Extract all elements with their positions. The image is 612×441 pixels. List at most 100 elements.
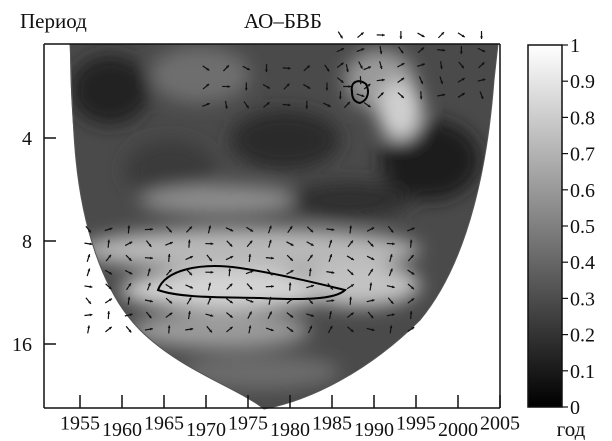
- y-tick-label: 8: [22, 231, 32, 253]
- phase-arrow: [202, 65, 210, 71]
- phase-arrow: [343, 85, 352, 88]
- phase-arrow: [386, 242, 395, 246]
- colorbar-tick-label: 0.6: [570, 180, 595, 202]
- phase-arrow: [419, 91, 423, 100]
- phase-arrow: [407, 269, 415, 275]
- phase-arrow: [286, 241, 294, 247]
- phase-arrow: [288, 282, 292, 291]
- phase-arrow: [336, 77, 344, 84]
- phase-arrow: [336, 62, 344, 69]
- phase-arrow: [225, 227, 234, 232]
- phase-arrow: [84, 242, 93, 246]
- phase-arrow: [437, 31, 445, 39]
- phase-arrow: [338, 91, 342, 100]
- phase-arrow: [307, 325, 313, 334]
- phase-arrow: [346, 283, 355, 290]
- phase-arrow: [243, 101, 250, 109]
- phase-arrow: [457, 77, 466, 83]
- phase-arrow: [388, 268, 393, 277]
- phase-arrow: [356, 93, 365, 98]
- phase-arrow: [207, 225, 212, 234]
- phase-arrow: [458, 61, 465, 69]
- phase-arrow: [286, 254, 294, 262]
- phase-arrow: [85, 297, 92, 305]
- phase-arrow: [306, 226, 314, 233]
- phase-arrow: [398, 46, 404, 54]
- phase-arrow: [205, 270, 214, 274]
- x-tick-label: 1965: [144, 413, 184, 435]
- phase-arrow: [207, 296, 212, 305]
- phase-arrow: [407, 297, 415, 304]
- phase-arrow: [144, 327, 153, 331]
- phase-arrow: [268, 296, 272, 305]
- phase-arrow: [343, 101, 351, 109]
- phase-arrow: [347, 326, 354, 333]
- phase-arrow: [305, 100, 309, 109]
- phase-arrow: [439, 61, 443, 70]
- phase-arrow: [263, 101, 270, 108]
- phase-arrow: [105, 254, 112, 262]
- phase-arrow: [306, 284, 315, 289]
- phase-arrow: [107, 239, 111, 248]
- phase-arrow: [187, 311, 191, 320]
- phase-arrow: [186, 226, 193, 233]
- phase-arrow: [303, 83, 311, 90]
- phase-arrow: [104, 269, 113, 275]
- phase-arrow: [185, 327, 194, 331]
- phase-arrow: [222, 85, 231, 88]
- phase-arrow: [226, 240, 233, 248]
- phase-arrow: [323, 102, 331, 108]
- phase-arrow: [437, 48, 446, 52]
- x-tick-label: 1970: [186, 419, 226, 441]
- phase-arrow: [379, 61, 383, 70]
- phase-arrow: [363, 66, 372, 71]
- phase-arrow: [407, 326, 415, 333]
- x-tick-label: 1995: [396, 413, 436, 435]
- y-ticks: 4 8 16: [12, 128, 56, 356]
- phase-arrow: [262, 83, 271, 90]
- phase-arrow: [202, 102, 210, 107]
- phase-arrow: [146, 282, 151, 291]
- phase-arrow: [418, 76, 424, 85]
- phase-arrow: [409, 311, 413, 320]
- phase-arrow: [359, 76, 363, 85]
- phase-arrow: [226, 312, 233, 319]
- phase-arrow: [417, 63, 426, 67]
- phase-arrow: [366, 227, 375, 232]
- phase-arrow: [346, 255, 355, 261]
- phase-arrow: [363, 83, 371, 90]
- phase-arrow: [347, 269, 354, 276]
- phase-arrow: [457, 92, 466, 98]
- x-tick-label: 1980: [270, 419, 310, 441]
- x-tick-label: 1960: [102, 419, 142, 441]
- phase-arrow: [397, 92, 405, 99]
- phase-arrow: [389, 253, 393, 262]
- phase-arrow: [107, 311, 111, 320]
- phase-arrow: [105, 283, 112, 290]
- x-ticks: 1955 1965 1975 1985 1995 2005 1960 1970 1980 1990…: [60, 395, 520, 441]
- phase-arrow: [244, 82, 248, 91]
- phase-arrow: [267, 311, 273, 319]
- phase-arrow: [186, 297, 192, 305]
- phase-arrow: [328, 253, 333, 262]
- phase-arrow: [397, 77, 405, 83]
- phase-arrow: [105, 326, 113, 333]
- x-tick-label: 1955: [60, 413, 100, 435]
- colorbar-tick-label: 0.3: [570, 288, 595, 310]
- phase-arrow: [125, 325, 132, 333]
- phase-arrow: [407, 227, 415, 232]
- colorbar: [527, 44, 563, 408]
- phase-arrow: [246, 240, 253, 248]
- x-tick-label: 2005: [480, 413, 520, 435]
- colorbar-tick-label: 0.5: [570, 216, 595, 238]
- phase-arrow: [165, 283, 173, 290]
- phase-arrow: [437, 93, 446, 97]
- phase-arrow: [477, 78, 486, 82]
- phase-arrow: [356, 48, 365, 53]
- phase-arrow: [87, 325, 91, 334]
- phase-arrow: [144, 256, 153, 260]
- phase-arrow: [366, 299, 375, 303]
- chart-title: АО–БВБ: [244, 9, 322, 33]
- phase-arrow: [86, 268, 91, 277]
- phase-arrow: [367, 311, 374, 319]
